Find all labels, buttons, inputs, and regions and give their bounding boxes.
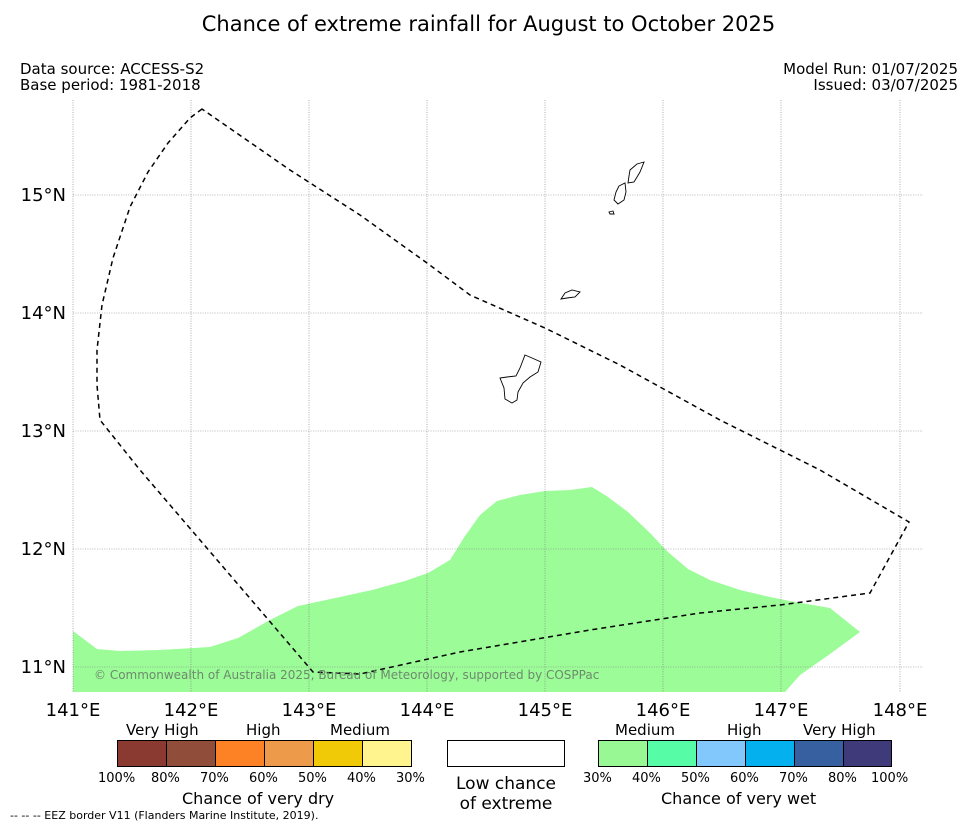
dry-category-high: High [246,721,281,739]
wet-swatch [696,740,745,767]
dry-swatch [264,740,313,767]
wet-swatch [647,740,696,767]
wet-tick: 70% [779,771,808,786]
dry-legend-title: Chance of very dry [182,789,335,808]
wet-legend-title: Chance of very wet [661,789,817,808]
islands [499,161,645,404]
base-period-text: Base period: 1981-2018 [20,76,201,94]
dry-category-medium: Medium [330,721,390,739]
dry-tick: 100% [98,771,136,786]
dry-tick: 80% [151,771,180,786]
aguijan-islet [608,210,615,215]
wet-category-high: High [727,721,762,739]
lon-label: 147°E [754,700,809,721]
wet-tick: 40% [632,771,661,786]
wet-colorbar-frame [598,740,892,767]
saipan-island [627,161,645,184]
wet-swatch [843,740,892,767]
wet-category-very-high: Very High [803,721,876,739]
lat-label: 12°N [21,539,66,560]
copyright-text: © Commonwealth of Australia 2025, Bureau… [94,668,600,682]
dry-swatch [215,740,264,767]
wet-tick: 30% [583,771,612,786]
lat-label: 14°N [21,303,66,324]
wet-tick: 50% [681,771,710,786]
wet-tick: 60% [730,771,759,786]
dry-category-very-high: Very High [126,721,199,739]
longitude-labels: 141°E 142°E 143°E 144°E 145°E 146°E 147°… [46,700,928,721]
latitude-labels: 15°N 14°N 13°N 12°N 11°N [21,185,66,678]
neutral-label-line1: Low chance [456,774,556,794]
meta-left: Data source: ACCESS-S2 Base period: 1981… [20,61,204,93]
dry-tick: 40% [347,771,376,786]
graticule [72,100,923,692]
rota-island [560,289,581,300]
dry-tick: 70% [200,771,229,786]
wet-swatch [745,740,794,767]
eez-footnote: -- -- -- EEZ border V11 (Flanders Marine… [10,809,319,822]
wet-swatch [598,740,647,767]
lon-label: 144°E [400,700,455,721]
wet-category-medium: Medium [615,721,675,739]
lat-label: 11°N [21,657,66,678]
lon-label: 142°E [164,700,219,721]
dry-tick: 30% [396,771,425,786]
dry-swatch [166,740,215,767]
lon-label: 141°E [46,700,101,721]
neutral-label-line2: of extreme [459,794,553,814]
neutral-swatch [447,740,565,767]
issued-text: Issued: 03/07/2025 [813,76,958,94]
lon-label: 145°E [518,700,573,721]
dry-swatch [362,740,411,767]
map-title: Chance of extreme rainfall for August to… [201,12,776,36]
meta-right: Model Run: 01/07/2025 Issued: 03/07/2025 [783,61,958,93]
lat-label: 13°N [21,421,66,442]
guam-island [499,354,542,404]
dry-tick: 60% [249,771,278,786]
eez-boundary [96,108,911,675]
dry-tick: 50% [298,771,327,786]
data-source-text: Data source: ACCESS-S2 [20,60,205,78]
model-run-text: Model Run: 01/07/2025 [783,60,958,78]
lon-label: 148°E [873,700,928,721]
wet-swatch [794,740,843,767]
dry-swatch [313,740,362,767]
wet-tick: 100% [871,771,909,786]
lon-label: 146°E [636,700,691,721]
wet-tick: 80% [828,771,857,786]
lon-label: 143°E [282,700,337,721]
neutral-label: Low chance of extreme [447,774,565,814]
lat-label: 15°N [21,185,66,206]
tinian-island [613,182,627,205]
dry-colorbar-frame [117,740,412,767]
